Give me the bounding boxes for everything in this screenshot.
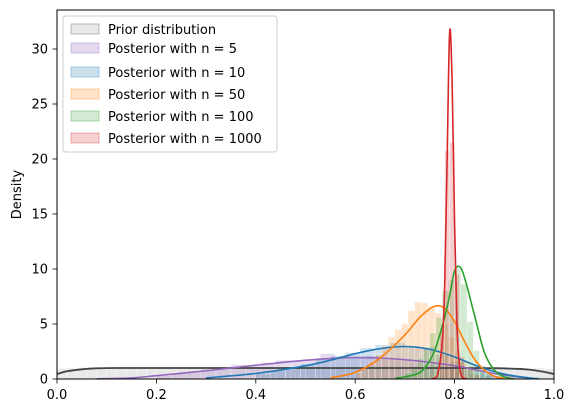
histogram-bar [354,372,363,380]
density-curve [96,356,530,380]
legend-swatch [70,110,100,122]
density-lines [56,28,555,380]
histogram-bar [394,329,402,380]
y-tick-label: 25 [31,98,48,113]
x-tick-label: 0.8 [444,388,465,403]
density-curve [56,367,555,375]
legend-swatch [70,42,100,54]
legend-label: Posterior with n = 1000 [108,132,262,147]
y-tick-label: 20 [31,153,48,168]
plot-frame [56,9,555,380]
density-curve [394,265,515,380]
legend-swatch [70,132,100,144]
legend-entry: Posterior with n = 50 [70,88,245,103]
y-tick-label: 15 [31,208,48,223]
legend-entry: Prior distribution [70,23,216,38]
legend-label: Posterior with n = 5 [108,42,237,57]
histogram-bar [86,368,98,380]
density-curve [431,28,468,380]
x-axis: 0.0 0.2 0.4 0.6 0.8 1.0 [47,379,565,403]
histogram-bar [106,367,117,380]
density-curve [206,345,540,380]
x-tick-label: 0.6 [345,388,366,403]
x-tick-label: 1.0 [544,388,565,403]
legend-label: Prior distribution [108,23,216,38]
histogram-bar [96,367,107,380]
y-tick-label: 5 [40,318,48,333]
legend-entry: Posterior with n = 100 [70,110,254,125]
y-axis-label: Density [10,169,25,219]
histogram-bar [185,372,202,380]
y-tick-label: 0 [40,373,48,388]
legend-entry: Posterior with n = 10 [70,66,245,81]
x-tick-label: 0.2 [146,388,167,403]
legend-label: Posterior with n = 50 [108,88,245,103]
legend-swatch [70,23,100,35]
plot-area [56,9,555,380]
histogram-bar [381,345,389,380]
legend-entry: Posterior with n = 5 [70,42,237,57]
legend-frame [62,15,278,153]
legend-entry: Posterior with n = 1000 [70,132,262,147]
legend-swatch [70,66,100,78]
legend-swatch [70,88,100,100]
legend-label: Posterior with n = 10 [108,66,245,81]
y-tick-label: 10 [31,263,48,278]
y-axis: 0 5 10 15 20 25 30 Density [10,43,57,388]
x-tick-label: 0.4 [245,388,266,403]
y-tick-label: 30 [31,43,48,58]
histogram-bar [255,373,271,380]
legend: Prior distribution Posterior with n = 5 … [62,15,278,153]
x-tick-label: 0.0 [47,388,68,403]
legend-label: Posterior with n = 100 [108,110,254,125]
